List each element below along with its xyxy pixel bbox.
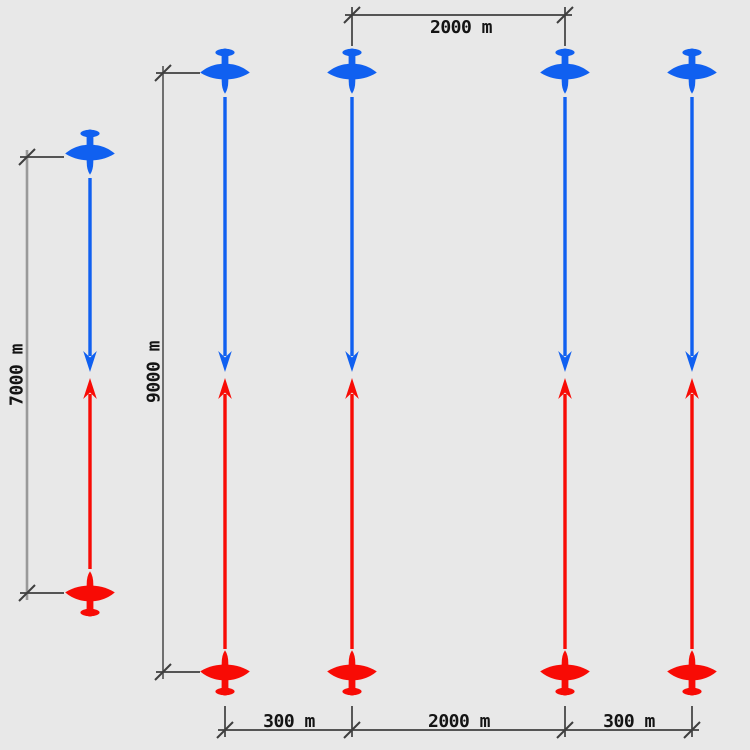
red-flight-path-arrow [345, 378, 359, 649]
inner-separation-label: 9000 m [143, 340, 164, 403]
bottom-dimension: 300 m 2000 m 300 m [216, 706, 701, 739]
red-flight-paths [83, 378, 699, 649]
bottom-offset-left-label: 300 m [263, 711, 315, 732]
inner-dimension: 9000 m [143, 64, 200, 681]
blue-flight-path-arrow [685, 97, 699, 372]
top-spacing-label: 2000 m [430, 17, 493, 38]
blue-flight-path-arrow [218, 97, 232, 372]
blue-flight-path-arrow [345, 97, 359, 372]
red-flight-path-arrow [83, 378, 97, 569]
blue-flight-path-arrow [83, 178, 97, 372]
top-dimension: 2000 m [343, 6, 574, 46]
bottom-spacing-center-label: 2000 m [428, 711, 491, 732]
red-flight-path-arrow [218, 378, 232, 649]
bottom-offset-right-label: 300 m [603, 711, 655, 732]
left-dimension: 7000 m [6, 148, 64, 602]
red-flight-path-arrow [685, 378, 699, 649]
red-flight-path-arrow [558, 378, 572, 649]
left-separation-label: 7000 m [6, 343, 27, 406]
blue-flight-paths [83, 97, 699, 372]
blue-flight-path-arrow [558, 97, 572, 372]
